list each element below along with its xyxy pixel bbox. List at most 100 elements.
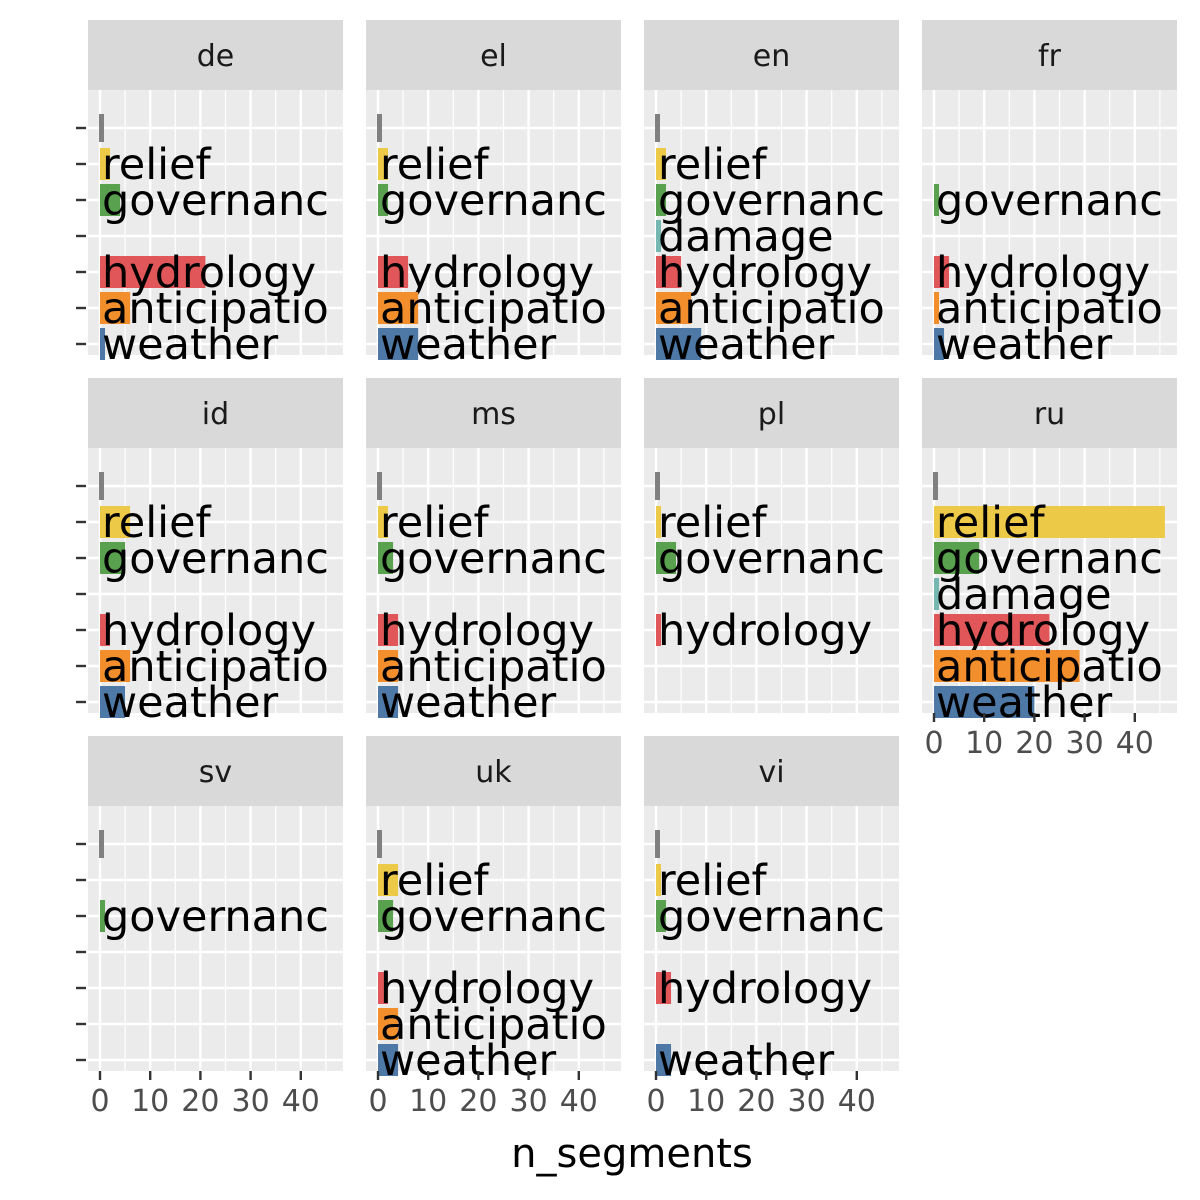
bar-anticipatio	[100, 292, 131, 324]
x-axis-tick-label: 0	[90, 1084, 109, 1119]
bar-label-governanc: governanc	[102, 534, 329, 584]
bar-weather	[378, 1044, 399, 1076]
bar-blank	[377, 114, 382, 142]
bar-label-hydrology: hydrology	[102, 606, 316, 656]
bar-weather	[934, 686, 1035, 718]
bar-weather	[378, 328, 419, 360]
bar-label-relief: relief	[380, 856, 490, 906]
x-axis-tick-label: 20	[459, 1084, 497, 1119]
facet-strip-label: pl	[758, 397, 785, 432]
facet-strip-label: fr	[1038, 39, 1062, 74]
bar-label-relief: relief	[658, 856, 768, 906]
facet-strip-label: vi	[758, 755, 784, 790]
bar-blank	[655, 114, 660, 142]
bar-label-governanc: governanc	[936, 176, 1163, 226]
bar-label-hydrology: hydrology	[380, 248, 594, 298]
bar-governanc	[656, 542, 677, 574]
bar-blank	[99, 114, 104, 142]
x-axis-tick-label: 30	[232, 1084, 270, 1119]
bar-label-anticipatio: anticipatio	[936, 642, 1163, 692]
x-axis-tick-label: 0	[924, 726, 943, 761]
bar-label-hydrology: hydrology	[936, 248, 1150, 298]
bar-anticipatio	[100, 650, 131, 682]
x-axis-title: n_segments	[511, 1131, 753, 1177]
bar-label-governanc: governanc	[380, 892, 607, 942]
bar-anticipatio	[934, 292, 940, 324]
bar-relief	[100, 148, 111, 180]
bar-label-weather: weather	[936, 678, 1113, 728]
bar-label-damage: damage	[936, 570, 1112, 620]
x-axis-tick-label: 0	[368, 1084, 387, 1119]
bar-hydrology	[100, 614, 111, 646]
bar-label-relief: relief	[102, 140, 212, 190]
bar-governanc	[934, 542, 980, 574]
x-axis-tick-label: 40	[560, 1084, 598, 1119]
bar-relief	[378, 148, 389, 180]
facet-strip-label: el	[480, 39, 507, 74]
bar-anticipatio	[378, 292, 419, 324]
bar-label-relief: relief	[936, 498, 1046, 548]
bar-governanc	[378, 900, 394, 932]
bar-label-damage: damage	[658, 212, 834, 262]
facet-strip	[88, 736, 343, 806]
bar-blank	[377, 472, 382, 500]
facet-strip	[644, 20, 899, 90]
bar-label-weather: weather	[380, 320, 557, 370]
bar-relief	[100, 506, 131, 538]
bar-label-hydrology: hydrology	[380, 606, 594, 656]
facet-strip	[366, 378, 621, 448]
bar-label-anticipatio: anticipatio	[102, 642, 329, 692]
facet-strip	[922, 378, 1177, 448]
bar-hydrology	[934, 256, 950, 288]
bar-label-weather: weather	[936, 320, 1113, 370]
bar-hydrology	[656, 972, 672, 1004]
facet-strip-label: en	[753, 39, 790, 74]
bar-label-anticipatio: anticipatio	[380, 1000, 607, 1050]
bar-label-hydrology: hydrology	[936, 606, 1150, 656]
bar-label-hydrology: hydrology	[658, 964, 872, 1014]
bar-relief	[656, 148, 667, 180]
bar-blank	[99, 830, 104, 858]
bar-label-anticipatio: anticipatio	[658, 284, 885, 334]
bar-label-anticipatio: anticipatio	[102, 284, 329, 334]
x-axis-tick-label: 30	[788, 1084, 826, 1119]
x-axis-tick-label: 10	[131, 1084, 169, 1119]
x-axis-tick-label: 40	[282, 1084, 320, 1119]
bar-relief	[656, 506, 662, 538]
bar-label-hydrology: hydrology	[658, 248, 872, 298]
bar-anticipatio	[656, 292, 692, 324]
x-axis-tick-label: 30	[1066, 726, 1104, 761]
bar-label-weather: weather	[102, 678, 279, 728]
bar-relief	[378, 864, 399, 896]
x-axis-tick-label: 20	[181, 1084, 219, 1119]
x-axis-tick-label: 10	[687, 1084, 725, 1119]
bar-label-governanc: governanc	[102, 176, 329, 226]
x-axis-tick-label: 40	[838, 1084, 876, 1119]
bar-blank	[377, 830, 382, 858]
bar-governanc	[378, 542, 394, 574]
bar-label-hydrology: hydrology	[380, 964, 594, 1014]
bar-label-governanc: governanc	[936, 534, 1163, 584]
facet-strip	[644, 736, 899, 806]
bar-relief	[378, 506, 389, 538]
bar-label-weather: weather	[658, 1036, 835, 1086]
bar-governanc	[378, 184, 389, 216]
bar-label-weather: weather	[380, 678, 557, 728]
bar-relief	[934, 506, 1165, 538]
bar-weather	[934, 328, 945, 360]
bar-label-weather: weather	[380, 1036, 557, 1086]
bar-label-governanc: governanc	[658, 534, 885, 584]
bar-label-relief: relief	[380, 140, 490, 190]
bar-label-relief: relief	[658, 140, 768, 190]
bar-hydrology	[378, 972, 389, 1004]
bar-hydrology	[656, 256, 682, 288]
bar-weather	[100, 686, 126, 718]
bar-label-governanc: governanc	[380, 534, 607, 584]
bar-hydrology	[378, 614, 399, 646]
facet-strip-label: sv	[199, 755, 232, 790]
bar-governanc	[656, 900, 667, 932]
bar-hydrology	[100, 256, 206, 288]
bar-anticipatio	[378, 1008, 399, 1040]
bar-damage	[656, 220, 662, 252]
